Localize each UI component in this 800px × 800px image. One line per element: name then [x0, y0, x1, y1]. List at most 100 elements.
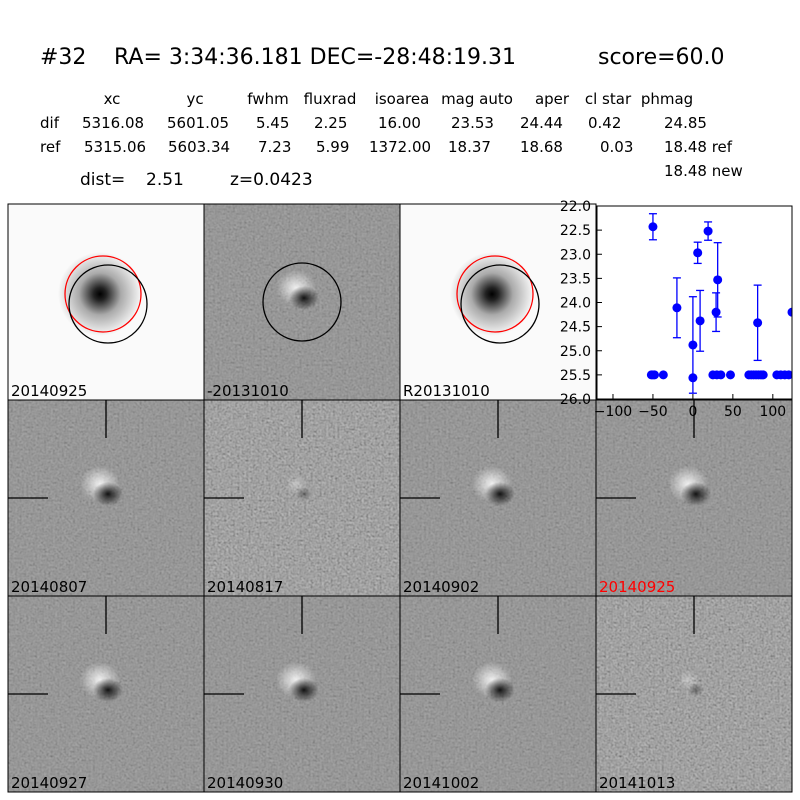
point	[648, 222, 658, 232]
point	[672, 303, 682, 313]
stamp-label: 20140930	[207, 774, 283, 792]
ref-circle	[456, 255, 534, 333]
new-circle	[68, 264, 148, 344]
point	[713, 275, 723, 285]
table-cell: 18.48 ref	[664, 138, 733, 156]
y-tick-label: 25.0	[560, 344, 591, 360]
stamp	[400, 204, 596, 400]
point	[711, 307, 721, 317]
y-tick-label: 23.5	[560, 271, 591, 287]
dipole-dark	[289, 286, 319, 310]
dipole-dark	[485, 678, 515, 702]
new-circle	[262, 262, 342, 342]
y-tick-label: 25.5	[560, 368, 591, 384]
table-cell: 7.23	[258, 138, 291, 156]
stamp	[8, 204, 204, 400]
point	[716, 370, 726, 380]
dipole-dark	[289, 678, 319, 702]
stamp-label: 20140925	[11, 382, 87, 400]
stamp-label: 20141002	[403, 774, 479, 792]
column-header: xc	[104, 90, 121, 108]
table-cell: 0.03	[600, 138, 633, 156]
score: score=60.0	[598, 45, 725, 70]
point	[725, 370, 735, 380]
light-curve: 22.0 22.5 23.0 23.5 24.0 24.5 25.0 25.5 26.0−100…	[560, 199, 793, 420]
stamp	[204, 596, 400, 792]
x-tick-label: −50	[638, 404, 668, 420]
stamp	[400, 400, 596, 596]
point	[650, 370, 660, 380]
stamp	[8, 596, 204, 792]
x-tick-label: 50	[724, 404, 742, 420]
plot-frame	[596, 205, 793, 400]
column-header: yc	[186, 90, 203, 108]
table-cell: 5316.08	[82, 114, 144, 132]
column-header: fluxrad	[304, 90, 357, 108]
stamp-label: 20140925	[599, 578, 675, 596]
table-cell: 23.53	[451, 114, 494, 132]
table-cell: 5.99	[316, 138, 349, 156]
column-header: isoarea	[375, 90, 430, 108]
galaxy	[450, 252, 534, 336]
stamp-label: 20140817	[207, 578, 283, 596]
stamp-label: 20140807	[11, 578, 87, 596]
dipole-dark	[688, 683, 704, 697]
point	[753, 318, 763, 328]
stamp	[204, 204, 400, 400]
table-cell: 16.00	[378, 114, 421, 132]
x-tick-label: 0	[688, 404, 697, 420]
point	[695, 316, 705, 326]
dipole-dark	[93, 678, 123, 702]
plot-bg	[597, 206, 792, 399]
redshift: z=0.0423	[230, 170, 313, 190]
table-cell: 18.37	[448, 138, 491, 156]
table-cell: 24.44	[520, 114, 563, 132]
stamp-grid: 20140925 -20131010 R20131010 20140807 201408…	[7, 203, 793, 793]
table-extra: 18.48 new	[664, 162, 743, 180]
table-cell: 5315.06	[84, 138, 146, 156]
dipole-dark	[681, 482, 711, 506]
table-cell: 5601.05	[167, 114, 229, 132]
y-tick-label: 22.0	[560, 199, 591, 215]
stamp	[8, 400, 204, 596]
stamp	[204, 400, 400, 596]
candidate-id: #32	[40, 45, 86, 70]
y-tick-label: 24.5	[560, 320, 591, 336]
ref-circle	[64, 255, 142, 333]
column-header: aper	[535, 90, 570, 108]
point	[787, 307, 792, 317]
stamp	[400, 596, 596, 792]
stamp-label: 20140902	[403, 578, 479, 596]
point	[688, 340, 698, 350]
column-header: fwhm	[247, 90, 288, 108]
table-cell: 2.25	[314, 114, 347, 132]
coordinates: RA= 3:34:36.181 DEC=-28:48:19.31	[114, 45, 516, 70]
table-cell: 5603.34	[168, 138, 230, 156]
stamp-frame	[595, 595, 793, 793]
table-cell: 5.45	[256, 114, 289, 132]
column-header: cl star	[585, 90, 632, 108]
stamp-label: 20140927	[11, 774, 87, 792]
y-tick-label: 23.0	[560, 247, 591, 263]
point	[658, 370, 668, 380]
table-cell: 1372.00	[369, 138, 431, 156]
table-cell: 24.85	[664, 114, 707, 132]
table-cell: 0.42	[588, 114, 621, 132]
y-tick-label: 22.5	[560, 223, 591, 239]
stamp	[596, 400, 792, 596]
stamp-label: 20141013	[599, 774, 675, 792]
point	[784, 370, 792, 380]
dipole-dark	[485, 482, 515, 506]
column-header: mag auto	[441, 90, 513, 108]
stamp	[596, 596, 792, 792]
row-label: dif	[40, 114, 60, 132]
point	[703, 226, 713, 236]
row-label: ref	[40, 138, 61, 156]
marks	[646, 213, 792, 394]
y-tick-label: 26.0	[560, 392, 591, 408]
y-tick-label: 24.0	[560, 296, 591, 312]
stamp-label: R20131010	[403, 382, 490, 400]
x-tick-label: 100	[759, 404, 786, 420]
galaxy	[58, 252, 142, 336]
